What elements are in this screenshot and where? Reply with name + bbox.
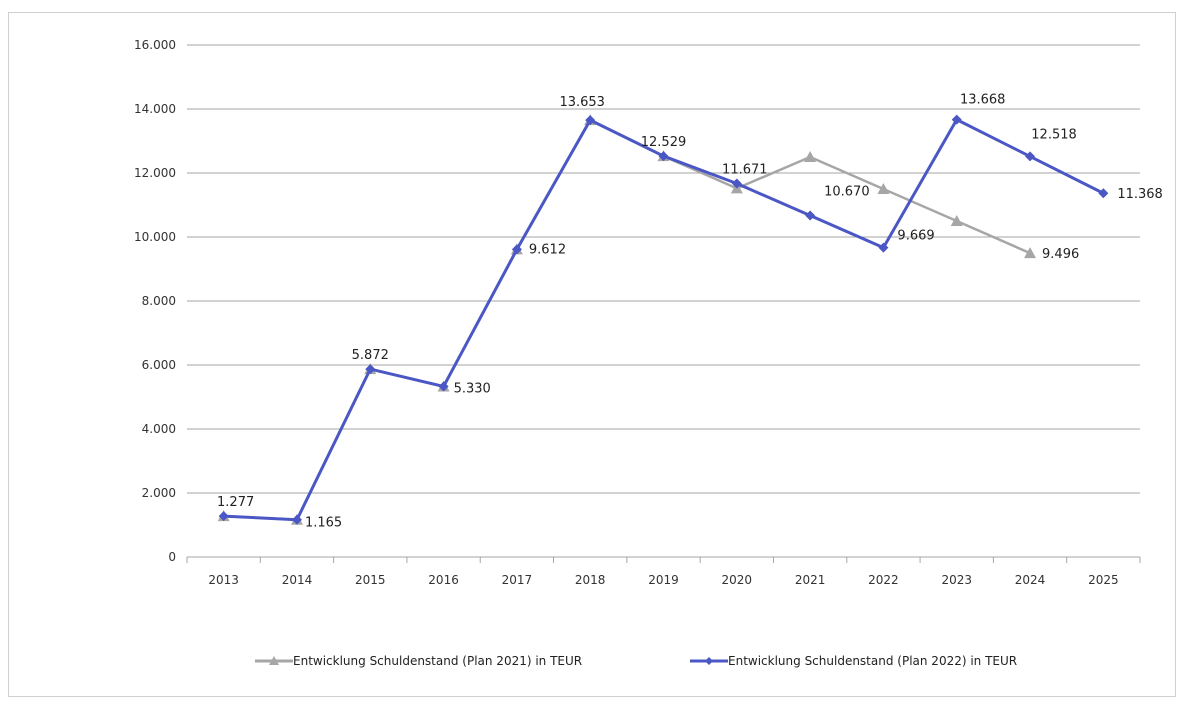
diamond-marker: [365, 364, 376, 375]
data-label: 12.529: [641, 135, 687, 150]
x-tick-label: 2020: [722, 573, 753, 587]
x-tick-label: 2021: [795, 573, 826, 587]
x-tick-label: 2013: [208, 573, 239, 587]
x-tick-label: 2019: [648, 573, 679, 587]
x-axis: [186, 556, 1141, 563]
diamond-marker: [805, 210, 816, 221]
data-label: 1.165: [305, 516, 342, 531]
legend-triangle-marker: [269, 656, 279, 665]
data-label: 5.330: [454, 381, 491, 396]
y-tick-label: 6.000: [142, 358, 176, 372]
x-axis-tick-labels: 2013 2014 2015 2016 2017 2018 2019 2020 2021 2022…: [208, 573, 1118, 587]
data-label: 10.670: [824, 185, 870, 200]
diamond-marker: [658, 151, 669, 162]
data-label: 13.668: [960, 93, 1006, 108]
y-tick-label: 16.000: [134, 38, 176, 52]
triangle-marker: [950, 215, 963, 226]
diamond-marker: [951, 114, 962, 125]
data-label: 12.518: [1031, 127, 1077, 142]
legend-label: Entwicklung Schuldenstand (Plan 2021) in…: [293, 654, 582, 668]
diamond-marker: [291, 514, 302, 525]
legend-label: Entwicklung Schuldenstand (Plan 2022) in…: [728, 654, 1017, 668]
x-tick-label: 2024: [1015, 573, 1046, 587]
x-tick-label: 2014: [282, 573, 313, 587]
y-axis-tick-labels: 0 2.000 4.000 6.000 8.000 10.000 12.000 14.000 1…: [134, 38, 176, 564]
data-label: 5.872: [352, 348, 389, 363]
series-lines: [217, 114, 1109, 525]
y-tick-label: 4.000: [142, 422, 176, 436]
y-tick-label: 14.000: [134, 102, 176, 116]
series-line-2: [223, 118, 1105, 522]
x-tick-label: 2025: [1088, 573, 1119, 587]
x-tick-label: 2022: [868, 573, 899, 587]
y-tick-label: 0: [168, 550, 176, 564]
x-tick-label: 2017: [502, 573, 533, 587]
diamond-marker: [438, 381, 449, 392]
triangle-marker: [1024, 247, 1037, 259]
diamond-marker: [1025, 151, 1036, 162]
diamond-marker: [511, 244, 522, 255]
triangle-marker: [877, 183, 890, 194]
diamond-marker: [218, 511, 229, 522]
data-label: 1.277: [217, 495, 254, 510]
x-tick-label: 2015: [355, 573, 386, 587]
legend: Entwicklung Schuldenstand (Plan 2021) in…: [255, 654, 1017, 668]
diamond-marker: [585, 115, 596, 126]
triangle-marker: [804, 151, 817, 162]
data-label: 13.653: [559, 95, 605, 110]
y-tick-label: 2.000: [142, 486, 176, 500]
chart-frame: [8, 12, 1176, 697]
data-label: 9.612: [529, 242, 566, 257]
data-label: 9.496: [1042, 247, 1079, 262]
diamond-marker: [731, 178, 742, 189]
data-labels: 9.496 1.277 1.165 5.872 5.330 9.612 13.653 12.5…: [217, 93, 1163, 531]
x-tick-label: 2016: [428, 573, 459, 587]
diamond-marker: [1098, 188, 1109, 199]
x-tick-label: 2023: [941, 573, 972, 587]
y-tick-label: 8.000: [142, 294, 176, 308]
series-line-1: [223, 118, 1031, 521]
diamond-marker: [878, 242, 889, 253]
data-label: 9.669: [897, 229, 934, 244]
legend-diamond-marker: [705, 657, 713, 665]
grid-lines: [187, 44, 1140, 494]
x-tick-label: 2018: [575, 573, 606, 587]
y-tick-label: 12.000: [134, 166, 176, 180]
data-label: 11.671: [722, 163, 768, 178]
y-tick-label: 10.000: [134, 230, 176, 244]
data-label: 11.368: [1117, 187, 1163, 202]
